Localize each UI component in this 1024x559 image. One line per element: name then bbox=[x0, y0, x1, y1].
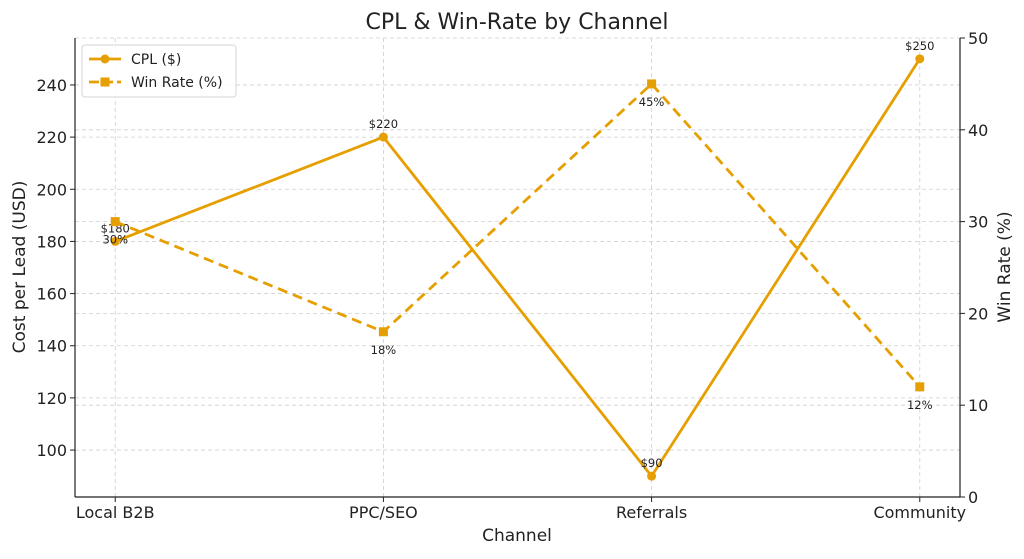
y2-tick-label: 30 bbox=[968, 213, 988, 232]
data-point-1 bbox=[378, 327, 388, 337]
y-axis-label: Cost per Lead (USD) bbox=[10, 181, 30, 354]
y-tick-label: 240 bbox=[36, 76, 67, 95]
legend-label: CPL ($) bbox=[131, 52, 181, 68]
data-label: 12% bbox=[907, 398, 933, 412]
data-point-0 bbox=[915, 54, 925, 64]
data-point-0 bbox=[110, 236, 120, 246]
legend-label: Win Rate (%) bbox=[131, 75, 223, 91]
data-label: 18% bbox=[371, 343, 397, 357]
x-tick-label: Community bbox=[873, 503, 966, 522]
y2-tick-label: 10 bbox=[968, 396, 988, 415]
series-line-1 bbox=[114, 81, 921, 388]
y2-tick-label: 20 bbox=[968, 304, 988, 323]
chart-title: CPL & Win-Rate by Channel bbox=[365, 10, 668, 35]
data-label: 30% bbox=[102, 233, 128, 247]
data-point-0 bbox=[647, 471, 657, 481]
data-label: 45% bbox=[639, 95, 665, 109]
legend: CPL ($) Win Rate (%) bbox=[81, 44, 237, 98]
data-point-1 bbox=[110, 217, 120, 227]
data-point-1 bbox=[647, 79, 657, 89]
legend-marker bbox=[100, 54, 110, 64]
y2-axis-label: Win Rate (%) bbox=[995, 211, 1015, 322]
x-tick-label: Referrals bbox=[616, 503, 687, 522]
axes: Local B2B PPC/SEO Referrals Community100120… bbox=[36, 29, 988, 522]
y-tick-label: 220 bbox=[36, 128, 67, 147]
x-tick-label: Local B2B bbox=[76, 503, 155, 522]
y-tick-label: 140 bbox=[36, 337, 67, 356]
x-axis-label: Channel bbox=[482, 526, 552, 546]
y-tick-label: 200 bbox=[36, 180, 67, 199]
y2-tick-label: 0 bbox=[968, 488, 978, 507]
data-label: $220 bbox=[369, 117, 398, 131]
series-line-0 bbox=[114, 58, 921, 479]
y-tick-label: 100 bbox=[36, 441, 67, 460]
data-label: $90 bbox=[641, 456, 663, 470]
y2-tick-label: 50 bbox=[968, 29, 988, 48]
x-tick-label: PPC/SEO bbox=[349, 503, 418, 522]
y-tick-label: 180 bbox=[36, 232, 67, 251]
y2-tick-label: 40 bbox=[968, 121, 988, 140]
y-tick-label: 160 bbox=[36, 285, 67, 304]
data-point-0 bbox=[378, 132, 388, 142]
data-point-1 bbox=[915, 382, 925, 392]
data-label: $250 bbox=[905, 39, 934, 53]
legend-marker bbox=[100, 77, 110, 87]
grid bbox=[75, 37, 960, 498]
y-tick-label: 120 bbox=[36, 389, 67, 408]
